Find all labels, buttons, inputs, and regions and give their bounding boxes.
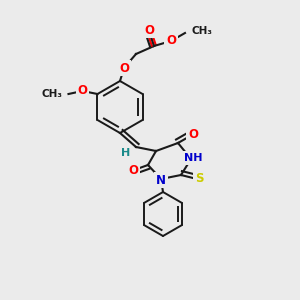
Text: H: H bbox=[122, 148, 130, 158]
Text: NH: NH bbox=[184, 153, 202, 163]
Text: CH₃: CH₃ bbox=[41, 89, 62, 99]
Text: O: O bbox=[144, 23, 154, 37]
Text: N: N bbox=[156, 173, 166, 187]
Text: O: O bbox=[128, 164, 138, 178]
Text: O: O bbox=[188, 128, 198, 140]
Text: O: O bbox=[77, 85, 88, 98]
Text: CH₃: CH₃ bbox=[191, 26, 212, 36]
Text: S: S bbox=[195, 172, 203, 185]
Text: O: O bbox=[166, 34, 176, 47]
Text: O: O bbox=[119, 61, 129, 74]
